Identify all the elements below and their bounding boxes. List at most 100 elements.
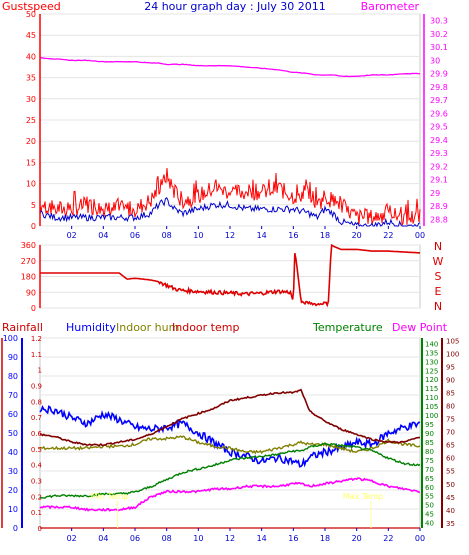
page-title: 24 hour graph day : July 30 2011 xyxy=(144,0,326,13)
direction-tick-label: 180 xyxy=(21,273,36,282)
humidity-tick-label: 10 xyxy=(8,505,18,514)
bottom-x-tick-label: 14 xyxy=(257,534,267,543)
rain-tick-label: 1.1 xyxy=(31,351,42,359)
barometer-tick-label: 29.9 xyxy=(430,70,448,79)
legend-rainfall: Rainfall xyxy=(2,321,43,334)
temperature-tick-label: 45 xyxy=(425,511,434,519)
bottom-x-tick-label: 22 xyxy=(383,534,393,543)
temperature-tick-label: 90 xyxy=(425,430,434,438)
compass-label: S xyxy=(435,270,442,283)
direction-tick-label: 270 xyxy=(21,257,36,266)
temperature-tick-label: 60 xyxy=(425,484,434,492)
barometer-axis-title: Barometer xyxy=(361,0,420,13)
barometer-tick-label: 29 xyxy=(430,189,440,198)
barometer-tick-label: 30.3 xyxy=(430,17,448,26)
temperature-tick-label: 115 xyxy=(425,385,438,393)
bottom-x-tick-label: 12 xyxy=(225,534,235,543)
top-x-tick-label: 18 xyxy=(320,231,330,240)
dew-point-tick-label: 50 xyxy=(446,481,455,489)
temperature-tick-label: 80 xyxy=(425,448,434,456)
rain-tick-label: 0 xyxy=(38,525,42,533)
top-x-tick-label: 20 xyxy=(352,231,362,240)
dew-point-tick-label: 85 xyxy=(446,390,455,398)
rain-tick-label: 0.9 xyxy=(31,383,42,391)
barometer-tick-label: 29.5 xyxy=(430,123,448,132)
grid-layer xyxy=(39,13,421,529)
humidity-tick-label: 20 xyxy=(8,486,18,495)
temperature-tick-label: 85 xyxy=(425,439,434,447)
dew-point-tick-label: 80 xyxy=(446,403,455,411)
humidity-tick-label: 90 xyxy=(8,353,18,362)
barometer-tick-label: 29.2 xyxy=(430,162,448,171)
rain-tick-label: 0.1 xyxy=(31,509,42,517)
top-x-tick-label: 08 xyxy=(162,231,172,240)
dew-point-tick-label: 35 xyxy=(446,520,455,528)
rain-tick-label: 1 xyxy=(38,367,42,375)
rain-tick-label: 0.5 xyxy=(31,446,42,454)
compass-label: N xyxy=(434,240,442,253)
compass-label: W xyxy=(433,255,444,268)
dew-point-series-line xyxy=(39,477,421,512)
direction-tick-label: 90 xyxy=(26,288,36,297)
temperature-tick-label: 40 xyxy=(425,520,434,528)
legend-indoor-temp: Indoor temp xyxy=(172,321,239,334)
top-x-tick-label: 06 xyxy=(130,231,140,240)
wind-direction-series-line xyxy=(40,243,421,308)
temperature-tick-label: 50 xyxy=(425,502,434,510)
rain-tick-label: 0.8 xyxy=(31,398,42,406)
top-x-tick-label: 04 xyxy=(98,231,108,240)
dew-point-tick-label: 95 xyxy=(446,364,455,372)
rain-tick-label: 0.6 xyxy=(31,430,43,438)
temperature-tick-label: 75 xyxy=(425,457,434,465)
humidity-series-line xyxy=(39,405,420,468)
barometer-tick-label: 29.1 xyxy=(430,176,448,185)
compass-label: E xyxy=(435,285,442,298)
barometer-tick-label: 28.8 xyxy=(430,215,448,224)
dew-point-tick-label: 75 xyxy=(446,416,455,424)
dew-point-tick-label: 45 xyxy=(446,494,455,502)
top-x-tick-label: 10 xyxy=(193,231,203,240)
gustspeed-tick-label: 30 xyxy=(26,95,36,104)
top-x-tick-label: 22 xyxy=(383,231,393,240)
barometer-tick-label: 30.1 xyxy=(430,43,448,52)
temperature-tick-label: 135 xyxy=(425,349,438,357)
annotation-label: Min Temp xyxy=(91,492,129,501)
bottom-x-tick-label: 02 xyxy=(67,534,77,543)
humidity-tick-label: 30 xyxy=(8,467,18,476)
temperature-tick-label: 55 xyxy=(425,493,434,501)
legend-temperature: Temperature xyxy=(312,321,383,334)
gustspeed-axis-title: Gustspeed xyxy=(2,0,61,13)
annotation-label: Max Temp xyxy=(343,492,383,501)
temperature-tick-label: 70 xyxy=(425,466,434,474)
rain-tick-label: 0.7 xyxy=(31,414,42,422)
gustspeed-tick-label: 15 xyxy=(26,158,36,167)
top-x-tick-label: 02 xyxy=(67,231,77,240)
top-x-tick-label: 16 xyxy=(288,231,298,240)
bottom-x-tick-label: 06 xyxy=(130,534,140,543)
gustspeed-tick-label: 45 xyxy=(26,31,36,40)
humidity-tick-label: 40 xyxy=(8,448,18,457)
barometer-tick-label: 29.3 xyxy=(430,149,448,158)
temperature-tick-label: 120 xyxy=(425,376,438,384)
direction-tick-label: 360 xyxy=(21,241,36,250)
legend-humidity: Humidity xyxy=(66,321,116,334)
dew-point-tick-label: 90 xyxy=(446,377,455,385)
humidity-tick-label: 70 xyxy=(8,391,18,400)
compass-label: N xyxy=(434,300,442,313)
temperature-tick-label: 95 xyxy=(425,421,434,429)
gustspeed-tick-label: 50 xyxy=(26,10,36,19)
barometer-tick-label: 29.4 xyxy=(430,136,448,145)
dew-point-tick-label: 40 xyxy=(446,507,455,515)
barometer-tick-label: 30 xyxy=(430,56,440,65)
humidity-tick-label: 80 xyxy=(8,372,18,381)
bottom-x-tick-label: 10 xyxy=(193,534,203,543)
temperature-tick-label: 105 xyxy=(425,403,438,411)
dew-point-tick-label: 65 xyxy=(446,442,455,450)
bottom-x-tick-label: 20 xyxy=(352,534,362,543)
temperature-tick-label: 110 xyxy=(425,394,438,402)
top-x-tick-label: 00 xyxy=(415,231,425,240)
dew-point-tick-label: 100 xyxy=(446,351,459,359)
gustspeed-tick-label: 10 xyxy=(26,180,36,189)
temperature-tick-label: 140 xyxy=(425,340,438,348)
